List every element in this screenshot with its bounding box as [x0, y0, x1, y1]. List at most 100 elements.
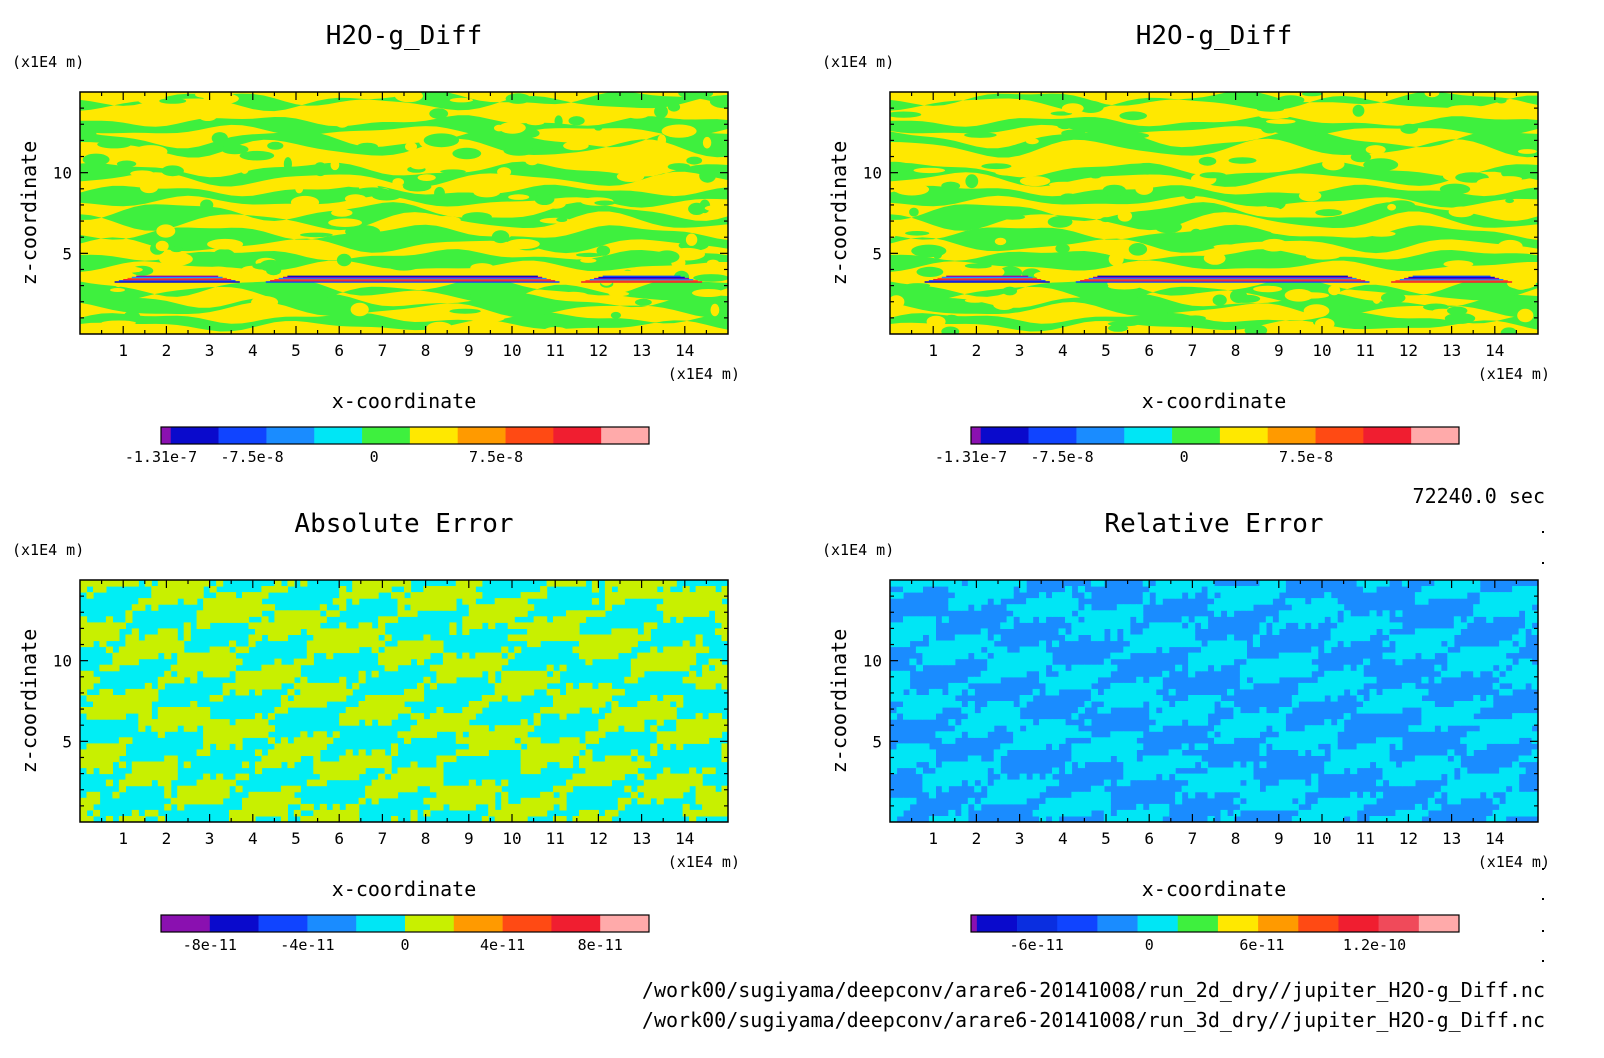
contour-cell [993, 580, 1001, 587]
contour-cell [365, 580, 373, 587]
contour-cell [222, 719, 230, 726]
contour-cell [1194, 779, 1202, 787]
contour-cell [656, 713, 664, 720]
contour-cell [1499, 604, 1507, 611]
contour-cell [669, 652, 677, 660]
contour-cell [177, 676, 185, 684]
contour-cell [1026, 664, 1034, 672]
contour-cell [624, 646, 632, 654]
contour-cell [1427, 803, 1435, 811]
contour-cell [1291, 701, 1299, 708]
contour-cell [663, 664, 671, 672]
contour-cell [591, 761, 599, 769]
contour-cell [125, 737, 133, 744]
contour-cell [1369, 628, 1377, 635]
contour-cell [1039, 785, 1047, 793]
contour-cell [138, 761, 146, 769]
contour-cell [1220, 779, 1228, 787]
contour-cell [702, 670, 710, 678]
contour-cell [598, 731, 606, 738]
contour-cell [475, 749, 483, 756]
contour-cell [689, 719, 697, 726]
contour-cell [1039, 604, 1047, 611]
contour-cell [987, 701, 995, 708]
contour-cell [436, 773, 444, 781]
contour-cell [274, 580, 282, 587]
contour-cell [1227, 719, 1235, 726]
contour-cell [1466, 646, 1474, 654]
contour-cell [313, 610, 321, 617]
contour-blob [434, 186, 445, 200]
contour-cell [1479, 646, 1487, 654]
colorbar-frame [160, 914, 650, 933]
contour-cell [1058, 610, 1066, 617]
contour-cell [676, 604, 684, 611]
contour-cell [1136, 816, 1144, 822]
contour-cell [987, 797, 995, 805]
contour-cell [540, 622, 548, 629]
contour-cell [229, 616, 237, 623]
contour-cell [1505, 676, 1513, 684]
contour-cell [235, 658, 243, 666]
contour-cell [384, 652, 392, 660]
contour-blob [1108, 252, 1124, 266]
contour-cell [1356, 676, 1364, 684]
contour-cell [890, 676, 898, 684]
contour-cell [1265, 616, 1273, 623]
contour-cell [1032, 791, 1040, 799]
contour-cell [1343, 713, 1351, 720]
contour-cell [1395, 646, 1403, 654]
contour-blob [1107, 283, 1141, 290]
contour-cell [157, 628, 165, 635]
contour-cell [397, 646, 405, 654]
contour-cell [138, 719, 146, 726]
contour-cell [948, 731, 956, 738]
contour-cell [410, 592, 418, 599]
contour-cell [1369, 755, 1377, 763]
contour-cell [319, 731, 327, 738]
panel-top-right: H2O-g_Diff(x1E4 m)1 2 3 4 5 6 7 8 9 10 11 12 13 14510… [822, 21, 1550, 466]
contour-cell [579, 701, 587, 708]
contour-cell [702, 791, 710, 799]
contour-cell [274, 664, 282, 672]
contour-cell [896, 640, 904, 648]
contour-cell [1142, 646, 1150, 654]
contour-blob [1119, 111, 1147, 121]
contour-cell [248, 803, 256, 811]
contour-cell [93, 586, 101, 593]
colorbar-cell [161, 915, 211, 932]
x-tick-label: 4 [1058, 829, 1068, 848]
contour-cell [1123, 809, 1131, 817]
contour-cell [954, 773, 962, 781]
contour-blob [97, 140, 132, 149]
contour-cell [365, 755, 373, 763]
contour-cell [1032, 809, 1040, 817]
contour-cell [1499, 779, 1507, 787]
contour-cell [1382, 688, 1390, 696]
contour-cell [404, 731, 412, 738]
contour-cell [1408, 634, 1416, 642]
contour-cell [1505, 767, 1513, 775]
contour-cell [1129, 695, 1137, 702]
contour-blob [89, 276, 118, 283]
contour-cell [598, 695, 606, 702]
contour-cell [255, 628, 263, 635]
contour-band [80, 161, 728, 187]
contour-cell [1168, 586, 1176, 593]
contour-cell [1356, 628, 1364, 635]
contour-cell [1039, 809, 1047, 817]
contour-cell [378, 773, 386, 781]
contour-cell [1175, 586, 1183, 593]
contour-cell [1136, 640, 1144, 648]
contour-cell [637, 664, 645, 672]
contour-cell [1401, 761, 1409, 769]
contour-cell [280, 695, 288, 702]
contour-cell [1123, 773, 1131, 781]
contour-cell [1453, 652, 1461, 660]
contour-cell [1181, 701, 1189, 708]
contour-cell [378, 779, 386, 787]
contour-cell [1324, 640, 1332, 648]
contour-cell [216, 658, 224, 666]
contour-cell [1123, 688, 1131, 696]
contour-cell [449, 785, 457, 793]
